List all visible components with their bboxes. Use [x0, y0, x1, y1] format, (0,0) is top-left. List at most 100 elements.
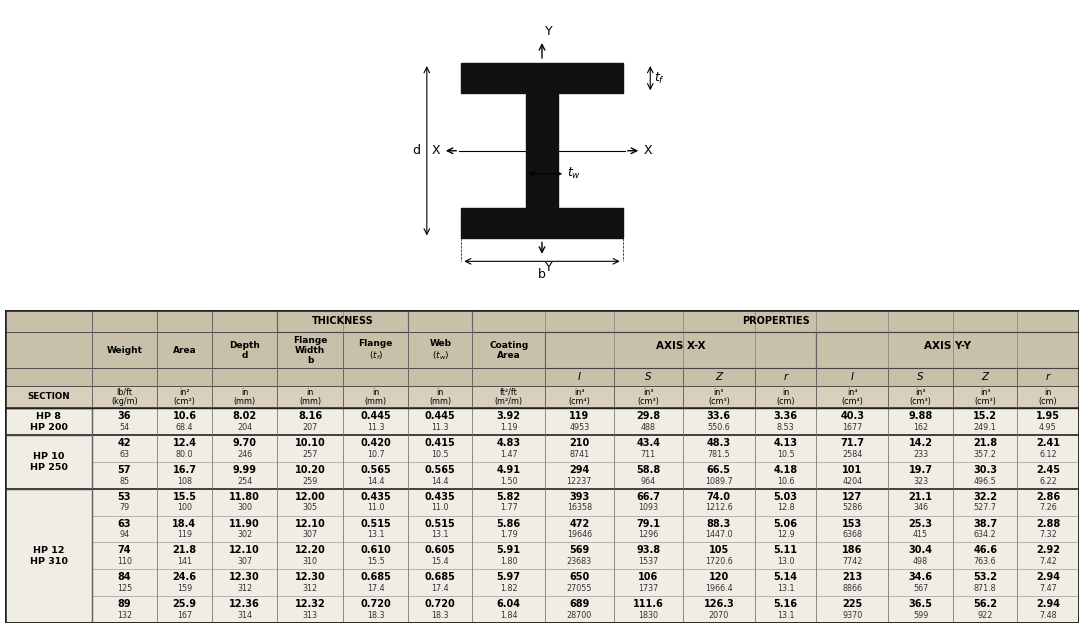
Bar: [1018, 435, 1079, 462]
Text: 30.4: 30.4: [908, 545, 932, 555]
Bar: [408, 435, 473, 462]
Text: 1089.7: 1089.7: [705, 476, 733, 486]
Bar: [889, 332, 953, 368]
Text: 36.5: 36.5: [908, 599, 932, 609]
Text: 9.88: 9.88: [908, 411, 933, 421]
Bar: [1018, 368, 1079, 386]
Bar: [157, 462, 212, 489]
Text: 233: 233: [913, 450, 928, 459]
Bar: [276, 462, 344, 489]
Bar: [5, 408, 1079, 435]
Text: 38.7: 38.7: [973, 518, 997, 528]
Text: 79: 79: [119, 503, 129, 513]
Bar: [408, 489, 473, 516]
Text: 101: 101: [842, 465, 863, 475]
Polygon shape: [462, 208, 622, 239]
Bar: [889, 542, 953, 569]
Text: 53.2: 53.2: [973, 572, 997, 582]
Text: 3.36: 3.36: [774, 411, 798, 421]
Bar: [683, 569, 754, 596]
Bar: [276, 310, 344, 332]
Bar: [754, 408, 816, 435]
Text: 249.1: 249.1: [973, 423, 996, 432]
Bar: [473, 386, 545, 408]
Text: 7.26: 7.26: [1040, 503, 1057, 513]
Text: 153: 153: [842, 518, 863, 528]
Text: 4.18: 4.18: [774, 465, 798, 475]
Text: Flange
$(t_f)$: Flange $(t_f)$: [359, 339, 392, 362]
Text: 21.8: 21.8: [172, 545, 196, 555]
Text: 19646: 19646: [567, 530, 592, 540]
Bar: [344, 435, 408, 462]
Bar: [1018, 596, 1079, 623]
Bar: [816, 596, 889, 623]
Text: 105: 105: [709, 545, 728, 555]
Bar: [816, 489, 889, 516]
Bar: [344, 310, 408, 332]
Bar: [212, 368, 276, 386]
Bar: [92, 332, 157, 368]
Bar: [614, 489, 683, 516]
Text: HP 8
HP 200: HP 8 HP 200: [30, 411, 67, 431]
Bar: [545, 435, 614, 462]
Bar: [5, 516, 92, 542]
Text: 254: 254: [237, 476, 253, 486]
Bar: [276, 542, 344, 569]
Text: 66.7: 66.7: [636, 492, 660, 501]
Text: 294: 294: [569, 465, 590, 475]
Bar: [816, 542, 889, 569]
Bar: [473, 435, 545, 462]
Text: 0.720: 0.720: [360, 599, 391, 609]
Text: 18.3: 18.3: [431, 611, 449, 620]
Text: 10.6: 10.6: [172, 411, 196, 421]
Bar: [754, 386, 816, 408]
Bar: [816, 386, 889, 408]
Bar: [754, 310, 816, 332]
Bar: [473, 569, 545, 596]
Text: 781.5: 781.5: [708, 450, 731, 459]
Text: 1093: 1093: [638, 503, 658, 513]
Text: 24.6: 24.6: [172, 572, 196, 582]
Bar: [408, 596, 473, 623]
Bar: [473, 310, 545, 332]
Bar: [344, 596, 408, 623]
Text: in
(mm): in (mm): [233, 387, 256, 406]
Text: 89: 89: [117, 599, 131, 609]
Text: 7.48: 7.48: [1040, 611, 1057, 620]
Text: 5286: 5286: [842, 503, 863, 513]
Bar: [614, 462, 683, 489]
Text: 100: 100: [177, 503, 192, 513]
Text: 8.16: 8.16: [298, 411, 322, 421]
Bar: [545, 310, 614, 332]
Bar: [408, 408, 473, 435]
Bar: [212, 332, 276, 368]
Bar: [473, 332, 545, 368]
Bar: [889, 516, 953, 542]
Text: 922: 922: [978, 611, 993, 620]
Text: 66.5: 66.5: [707, 465, 731, 475]
Bar: [754, 542, 816, 569]
Text: 871.8: 871.8: [973, 584, 996, 593]
Text: 472: 472: [569, 518, 590, 528]
Bar: [816, 569, 889, 596]
Text: 2.92: 2.92: [1036, 545, 1060, 555]
Text: 141: 141: [177, 557, 192, 566]
Bar: [754, 368, 816, 386]
Text: 5.86: 5.86: [496, 518, 520, 528]
Bar: [545, 386, 614, 408]
Text: 599: 599: [913, 611, 928, 620]
Text: 488: 488: [641, 423, 656, 432]
Bar: [754, 332, 816, 368]
Text: 1537: 1537: [638, 557, 658, 566]
Bar: [92, 386, 157, 408]
Bar: [5, 462, 92, 489]
Bar: [683, 332, 754, 368]
Text: Z: Z: [982, 372, 989, 382]
Bar: [953, 332, 1018, 368]
Text: 2.94: 2.94: [1036, 599, 1060, 609]
Bar: [5, 435, 92, 489]
Bar: [473, 516, 545, 542]
Text: X: X: [433, 144, 440, 157]
Text: 310: 310: [302, 557, 318, 566]
Bar: [276, 516, 344, 542]
